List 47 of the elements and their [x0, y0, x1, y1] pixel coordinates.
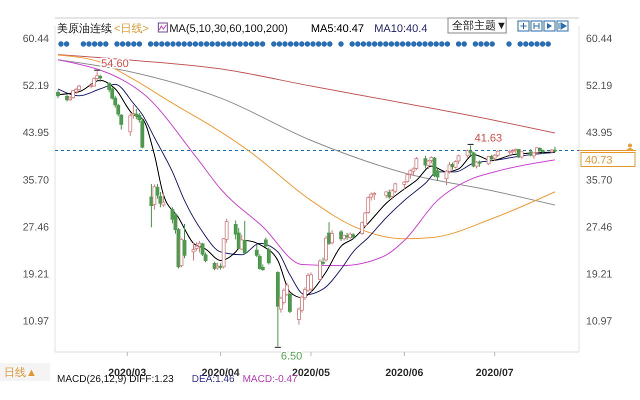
candlestick: [134, 108, 138, 120]
line-series: [58, 54, 556, 134]
candlestick: [330, 230, 334, 245]
candlestick: [264, 237, 268, 248]
candlestick: [266, 246, 271, 265]
y2-tick-label: 10.97: [586, 316, 612, 328]
candlestick: [162, 193, 166, 208]
y2-tick-label: 43.95: [586, 127, 612, 140]
legend-title: MA(5,10,30,60,100,200): [169, 23, 288, 35]
text: MA5:40.47: [310, 23, 364, 35]
x-tick-label: 2020/06: [385, 367, 424, 379]
text: 日线▲: [4, 366, 37, 379]
y-tick-label: 19.21: [22, 268, 50, 281]
line-series: [58, 59, 556, 206]
y-tick-label: 43.95: [22, 127, 50, 140]
text: DEA:1.46: [192, 374, 236, 385]
y-tick-label: 35.70: [22, 174, 50, 186]
y-tick-label: 52.19: [22, 80, 50, 92]
text: MA10:40.4: [374, 23, 428, 35]
candlestick: [182, 223, 186, 259]
candlestick: [408, 169, 412, 180]
x-tick-label: 2020/07: [476, 367, 514, 379]
candlestick: [242, 220, 247, 255]
candlestick: [192, 242, 196, 261]
candlestick: [324, 235, 328, 262]
candlestick: [309, 272, 313, 292]
candlestick: [152, 184, 156, 210]
chart-subtitle: <日线>: [114, 22, 149, 35]
candlestick: [288, 292, 292, 314]
y-tick-label: 60.44: [22, 32, 50, 45]
candlestick: [426, 159, 430, 170]
candlestick: [339, 230, 343, 242]
annotation: 全部主题▼: [452, 19, 507, 32]
candlestick: [432, 156, 436, 178]
y2-tick-label: 52.19: [586, 80, 612, 92]
y2-tick-label: 60.44: [586, 32, 612, 45]
annotation: 6.50: [280, 350, 302, 362]
y-tick-label: 27.46: [22, 221, 50, 234]
candlestick: [318, 258, 322, 282]
ref-line-label: 40.73: [585, 154, 613, 167]
y2-tick-label: 27.46: [586, 221, 612, 234]
y2-tick-label: 19.21: [586, 268, 612, 281]
candlestick: [456, 154, 460, 164]
y2-tick-label: 35.70: [586, 174, 612, 186]
y-tick-label: 10.97: [22, 316, 50, 328]
annotation: 41.63: [474, 132, 502, 144]
chart-title: 美原油连续: [57, 22, 112, 35]
